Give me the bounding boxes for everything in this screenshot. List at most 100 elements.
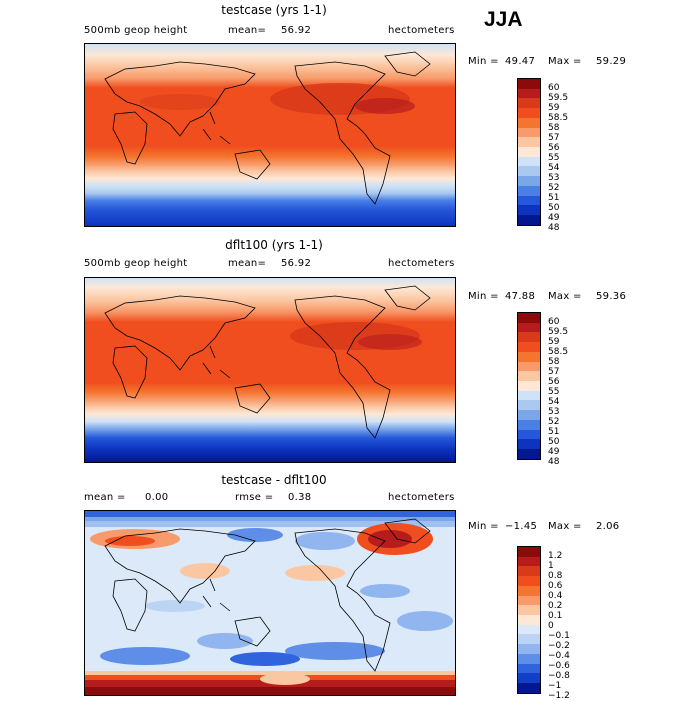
colorbar-swatch: [518, 595, 540, 606]
panel2-min-value: 47.88: [505, 291, 536, 302]
colorbar-level-label: 60: [548, 317, 560, 327]
colorbar-swatch: [518, 137, 540, 148]
colorbar-level-label: 49: [548, 447, 560, 457]
panel1-max-value: 59.29: [596, 56, 627, 67]
colorbar-level-label: 55: [548, 153, 560, 163]
colorbar-swatch: [518, 147, 540, 157]
panel2-max-label: Max =: [548, 291, 582, 302]
colorbar-swatch: [518, 644, 540, 654]
colorbar-level-label: 0.2: [548, 601, 563, 611]
colorbar-swatch: [518, 663, 540, 674]
panel3-mean-value: 0.00: [145, 492, 169, 503]
colorbar-level-label: 57: [548, 367, 560, 377]
colorbar-level-label: −0.2: [548, 641, 570, 651]
colorbar-swatch: [518, 98, 540, 109]
panel2-mean-value: 56.92: [281, 258, 312, 269]
colorbar-swatch: [518, 410, 540, 420]
colorbar-level-label: −0.6: [548, 661, 570, 671]
colorbar-level-label: 50: [548, 437, 560, 447]
colorbar-level-label: 1: [548, 561, 554, 571]
panel2-title: dflt100 (yrs 1-1): [225, 238, 323, 252]
colorbar-swatch: [518, 400, 540, 411]
colorbar-swatch: [518, 673, 540, 684]
panel1-units: hectometers: [388, 25, 455, 36]
season-label: JJA: [484, 8, 523, 31]
colorbar-level-label: 52: [548, 183, 560, 193]
colorbar-level-label: 0: [548, 621, 554, 631]
colorbar-level-label: −0.1: [548, 631, 570, 641]
colorbar-swatch: [518, 108, 540, 118]
colorbar-level-label: 52: [548, 417, 560, 427]
colorbar-swatch: [518, 605, 540, 616]
colorbar-level-label: 1.2: [548, 551, 563, 561]
colorbar-swatch: [518, 576, 540, 586]
panel1-max-label: Max =: [548, 56, 582, 67]
panel1-min-value: 49.47: [505, 56, 536, 67]
panel3-max-label: Max =: [548, 521, 582, 532]
colorbar-swatch: [518, 215, 540, 225]
colorbar-swatch: [518, 166, 540, 177]
panel2-colorbar: [517, 312, 541, 460]
colorbar-level-label: 48: [548, 223, 560, 233]
colorbar-level-label: 48: [548, 457, 560, 467]
colorbar-swatch: [518, 615, 540, 625]
panel3-min-label: Min =: [468, 521, 499, 532]
colorbar-swatch: [518, 156, 540, 167]
colorbar-level-label: 0.8: [548, 571, 563, 581]
colorbar-swatch: [518, 390, 540, 401]
colorbar-swatch: [518, 79, 540, 89]
colorbar-level-label: 57: [548, 133, 560, 143]
panel3-colorbar: [517, 546, 541, 694]
colorbar-swatch: [518, 429, 540, 440]
colorbar-swatch: [518, 361, 540, 372]
panel2-map: [84, 277, 456, 463]
colorbar-level-label: 53: [548, 173, 560, 183]
panel3-min-value: −1.45: [505, 521, 538, 532]
colorbar-level-label: 58: [548, 123, 560, 133]
colorbar-swatch: [518, 653, 540, 664]
colorbar-level-label: 56: [548, 377, 560, 387]
panel1-title: testcase (yrs 1-1): [221, 3, 327, 17]
colorbar-swatch: [518, 117, 540, 128]
colorbar-level-label: 49: [548, 213, 560, 223]
panel3-units: hectometers: [388, 492, 455, 503]
panel3-map: [84, 510, 456, 696]
panel2-min-label: Min =: [468, 291, 499, 302]
colorbar-swatch: [518, 566, 540, 577]
panel1-mean-value: 56.92: [281, 25, 312, 36]
panel2-colorbar-labels: 60 59.5 59 58.5 58 57 56 55 54 53 52 51 50 49 48: [548, 317, 568, 467]
colorbar-swatch: [518, 332, 540, 343]
colorbar-swatch: [518, 381, 540, 391]
colorbar-level-label: 58.5: [548, 347, 569, 357]
colorbar-level-label: 51: [548, 427, 560, 437]
colorbar-level-label: −1: [548, 681, 562, 691]
colorbar-level-label: 58.5: [548, 113, 569, 123]
colorbar-swatch: [518, 88, 540, 99]
colorbar-level-label: 56: [548, 143, 560, 153]
colorbar-swatch: [518, 683, 540, 693]
colorbar-swatch: [518, 313, 540, 323]
colorbar-swatch: [518, 585, 540, 596]
colorbar-swatch: [518, 176, 540, 186]
colorbar-level-label: −1.2: [548, 691, 570, 701]
colorbar-swatch: [518, 127, 540, 138]
colorbar-swatch: [518, 634, 540, 645]
colorbar-swatch: [518, 449, 540, 459]
colorbar-swatch: [518, 351, 540, 362]
colorbar-level-label: 60: [548, 83, 560, 93]
panel1-mean-label: mean=: [228, 25, 267, 36]
colorbar-swatch: [518, 419, 540, 430]
panel2-max-value: 59.36: [596, 291, 627, 302]
panel3-rmse-value: 0.38: [288, 492, 312, 503]
colorbar-level-label: 0.4: [548, 591, 563, 601]
colorbar-level-label: 0.1: [548, 611, 563, 621]
colorbar-swatch: [518, 322, 540, 333]
panel1-colorbar-labels: 60 59.5 59 58.5 58 57 56 55 54 53 52 51 50 49 48: [548, 83, 568, 233]
panel3-colorbar-labels: 1.2 1 0.8 0.6 0.4 0.2 0.1 0 −0.1 −0.2 −0.4 −0.6 −0.8…: [548, 551, 570, 701]
colorbar-swatch: [518, 624, 540, 635]
colorbar-level-label: −0.8: [548, 671, 570, 681]
colorbar-level-label: 53: [548, 407, 560, 417]
panel2-variable: 500mb geop height: [84, 258, 188, 269]
colorbar-swatch: [518, 371, 540, 382]
colorbar-swatch: [518, 547, 540, 557]
